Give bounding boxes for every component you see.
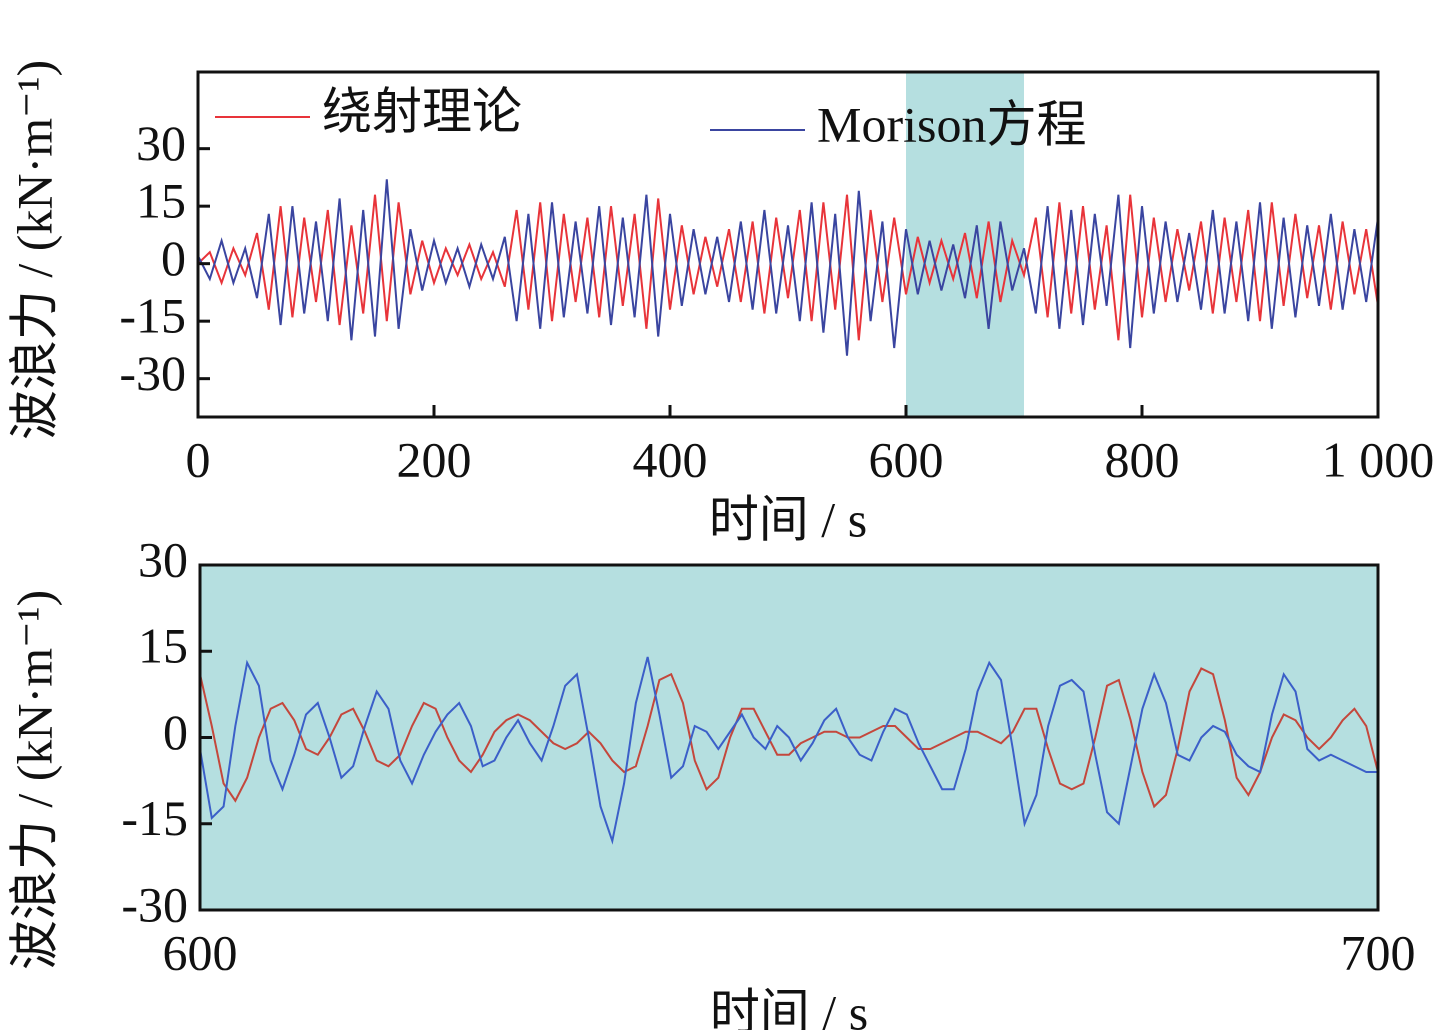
legend-label: Morison方程	[817, 96, 1086, 152]
x-tick-label: 600	[869, 431, 944, 487]
y-tick-label: 30	[138, 531, 188, 587]
series-line	[198, 194, 1378, 341]
x-tick-label: 200	[397, 431, 472, 487]
x-axis-label: 时间 / s	[709, 491, 867, 547]
y-tick-label: 15	[138, 618, 188, 674]
plot-frame	[196, 70, 1380, 419]
series-line	[200, 667, 1378, 809]
x-axis-label: 时间 / s	[710, 984, 868, 1030]
plot-area	[198, 179, 1378, 356]
y-axis-label: 波浪力 / (kN·m⁻¹)	[6, 60, 62, 440]
y-tick-label: -15	[119, 288, 186, 344]
y-tick-label: -30	[119, 345, 186, 401]
x-tick-label: 600	[163, 924, 238, 980]
y-axis-label: 波浪力 / (kN·m⁻¹)	[6, 590, 62, 970]
x-tick-label: 0	[186, 431, 211, 487]
series-line	[198, 179, 1378, 356]
y-tick-label: 0	[161, 230, 186, 286]
y-tick-label: 30	[136, 115, 186, 171]
plot-area	[200, 656, 1378, 845]
series-line	[200, 656, 1378, 845]
legend-label: 绕射理论	[322, 83, 522, 139]
y-tick-label: -15	[121, 790, 188, 846]
x-tick-label: 1 000	[1322, 431, 1435, 487]
x-tick-label: 800	[1105, 431, 1180, 487]
x-tick-label: 400	[633, 431, 708, 487]
y-tick-label: 0	[163, 704, 188, 760]
x-tick-label: 700	[1341, 924, 1416, 980]
y-tick-label: -30	[121, 876, 188, 932]
y-tick-label: 15	[136, 173, 186, 229]
